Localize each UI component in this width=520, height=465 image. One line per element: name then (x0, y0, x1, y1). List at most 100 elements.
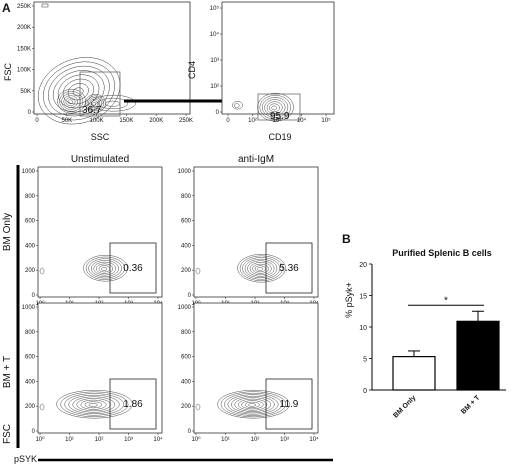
grid-ylabel-fsc: FSC (2, 424, 13, 444)
fsc-ssc-contour (98, 97, 128, 110)
grid-plot-contour (231, 395, 275, 414)
grid-xlabel-psyk: pSYK (14, 454, 37, 464)
fsc-ssc-contour (65, 97, 76, 106)
grid-plot-contour (93, 261, 116, 276)
grid-plot-xtick-label: 10³ (280, 437, 289, 443)
fsc-ssc-ytick-label: 150K (17, 46, 31, 52)
grid-plot-xtick-label: 10¹ (221, 437, 230, 443)
grid-plot-contour (227, 394, 279, 415)
grid-plot-ytick-label: 1000 (22, 169, 36, 175)
column-label-anti-igm: anti-IgM (238, 154, 274, 165)
cd19-cd4-contour (259, 95, 291, 120)
fsc-ssc-contour (62, 78, 95, 105)
cd19-cd4-xtick-label: 0 (226, 118, 230, 124)
significance-star: * (444, 295, 448, 306)
grid-plot-contour (244, 258, 278, 279)
grid-plot-ytick-label: 800 (181, 194, 192, 200)
grid-plot-ytick-label: 400 (181, 379, 192, 385)
fsc-ssc-contour (88, 97, 102, 110)
cd19-cd4-gate-value: 95.9 (270, 111, 290, 122)
grid-plot-contour (64, 393, 124, 416)
row-label-bm-only: BM Only (2, 213, 13, 251)
grid-plot-contour (237, 253, 286, 283)
fsc-ssc-ylabel: FSC (3, 62, 13, 81)
grid-plot-bm-t-anti-igm: 11.9 0 200 400 600 800 1000 10⁰ 10¹ 10² 10³ 10⁴ (178, 302, 319, 443)
grid-plot-ytick-label: 200 (181, 404, 192, 410)
bar-chart-ytick-label: 0 (363, 388, 367, 395)
grid-plot-bm-t-unstimulated: 1.86 0 200 400 600 800 1000 10⁰ 10¹ 10² 10³ 10⁴ (22, 302, 163, 443)
grid-plot-gate (109, 242, 157, 294)
grid-plot-contour (90, 260, 119, 277)
fsc-ssc-ytick-label: 0 (28, 110, 32, 116)
grid-plot-ytick-label: 800 (181, 330, 192, 336)
grid-plot-contour (249, 262, 272, 276)
cd19-cd4-frame (221, 1, 335, 115)
grid-plot-contour (101, 267, 108, 271)
grid-plot-contour (247, 260, 275, 277)
grid-plot-contour (242, 257, 281, 280)
grid-plot-xtick-label: 10⁴ (153, 436, 163, 443)
grid-plot-ytick-label: 200 (25, 268, 36, 274)
fsc-ssc-xtick-label: 50K (61, 118, 72, 124)
grid-plot-contour (39, 267, 45, 275)
fsc-ssc-contour (63, 95, 78, 108)
fsc-ssc-contour (59, 91, 84, 112)
bar-chart-ytick-label: 15 (359, 294, 367, 301)
fsc-ssc-contour (91, 94, 136, 112)
grid-plot-contour (248, 403, 256, 407)
fsc-ssc-ytick-label: 100K (17, 68, 31, 74)
bar-category-label: BM Only (392, 394, 417, 419)
grid-plot-contour (257, 267, 264, 271)
grid-plot-contour (88, 403, 98, 407)
grid-plot-contour (241, 400, 264, 410)
grid-plot-ytick-label: 600 (181, 219, 192, 225)
fsc-ssc-contour (86, 95, 104, 112)
cd19-cd4-contour (266, 101, 283, 114)
cd19-cd4-ytick-label: 10³ (210, 58, 219, 64)
grid-plot-gate-value: 5.36 (279, 263, 299, 274)
grid-plot-bm-only-anti-igm: 5.360200400600800100010⁰10¹10²10³10⁴ (178, 166, 319, 307)
fsc-ssc-xtick-label: 0 (35, 118, 39, 124)
grid-plot-contour (76, 398, 111, 412)
grid-plot-ytick-label: 200 (25, 404, 36, 410)
cd19-cd4-xtick-label: 10³ (273, 118, 282, 124)
cd19-cd4-contour (261, 97, 289, 118)
fsc-ssc-contour (92, 102, 97, 106)
fsc-ssc-ytick-label: 200K (17, 25, 31, 31)
grid-plot-contour (96, 263, 114, 274)
fsc-ssc-contour (37, 57, 121, 125)
grid-plot-gate (265, 378, 313, 430)
cd19-cd4-xticks: 0 10² 10³ 10⁴ 10⁵ (226, 114, 331, 124)
cd19-cd4-contour (257, 92, 294, 122)
cd19-cd4-xtick-label: 10⁴ (297, 117, 307, 124)
fsc-ssc-yticks: 0 50K 100K 150K 200K 250K (17, 4, 34, 116)
grid-plot-xtick-label: 10⁴ (309, 436, 319, 443)
grid-plot-ytick-label: 800 (25, 330, 36, 336)
grid-plot-contour (220, 391, 286, 418)
panel-letter-a: A (2, 1, 11, 15)
grid-plot-ytick-label: 0 (188, 429, 192, 435)
fsc-ssc-gate (79, 71, 121, 117)
grid-plot-contour (88, 258, 122, 279)
cd19-cd4-ytick-label: 10⁵ (210, 5, 220, 12)
fsc-ssc-xtick-label: 200K (149, 118, 163, 124)
grid-plot-xtick-label: 10² (95, 437, 104, 443)
grid-plot-contour (195, 403, 201, 411)
grid-plot-contour (85, 256, 125, 280)
fsc-ssc-contour (67, 99, 73, 105)
column-label-unstimulated: Unstimulated (71, 154, 129, 165)
grid-plot-ytick-label: 600 (25, 355, 36, 361)
grid-plot-contour (56, 389, 133, 419)
grid-plot-ytick-label: 1000 (22, 305, 36, 311)
grid-plot-xtick-label: 10³ (124, 437, 133, 443)
grid-plot-ytick-label: 400 (25, 243, 36, 249)
grid-plot-contour (84, 401, 103, 409)
fsc-ssc-ytick-label: 50K (20, 89, 31, 95)
fsc-ssc-xlabel: SSC (91, 132, 110, 142)
fsc-ssc-plot: 36.7 0 50K 100K 150K 200K 250K 0 50K 100K 150K 20… (3, 1, 193, 142)
fsc-ssc-contour (47, 65, 110, 117)
fsc-ssc-xtick-label: 100K (90, 118, 104, 124)
grid-plot-ytick-label: 0 (32, 293, 36, 299)
grid-plot-contour (60, 391, 129, 417)
